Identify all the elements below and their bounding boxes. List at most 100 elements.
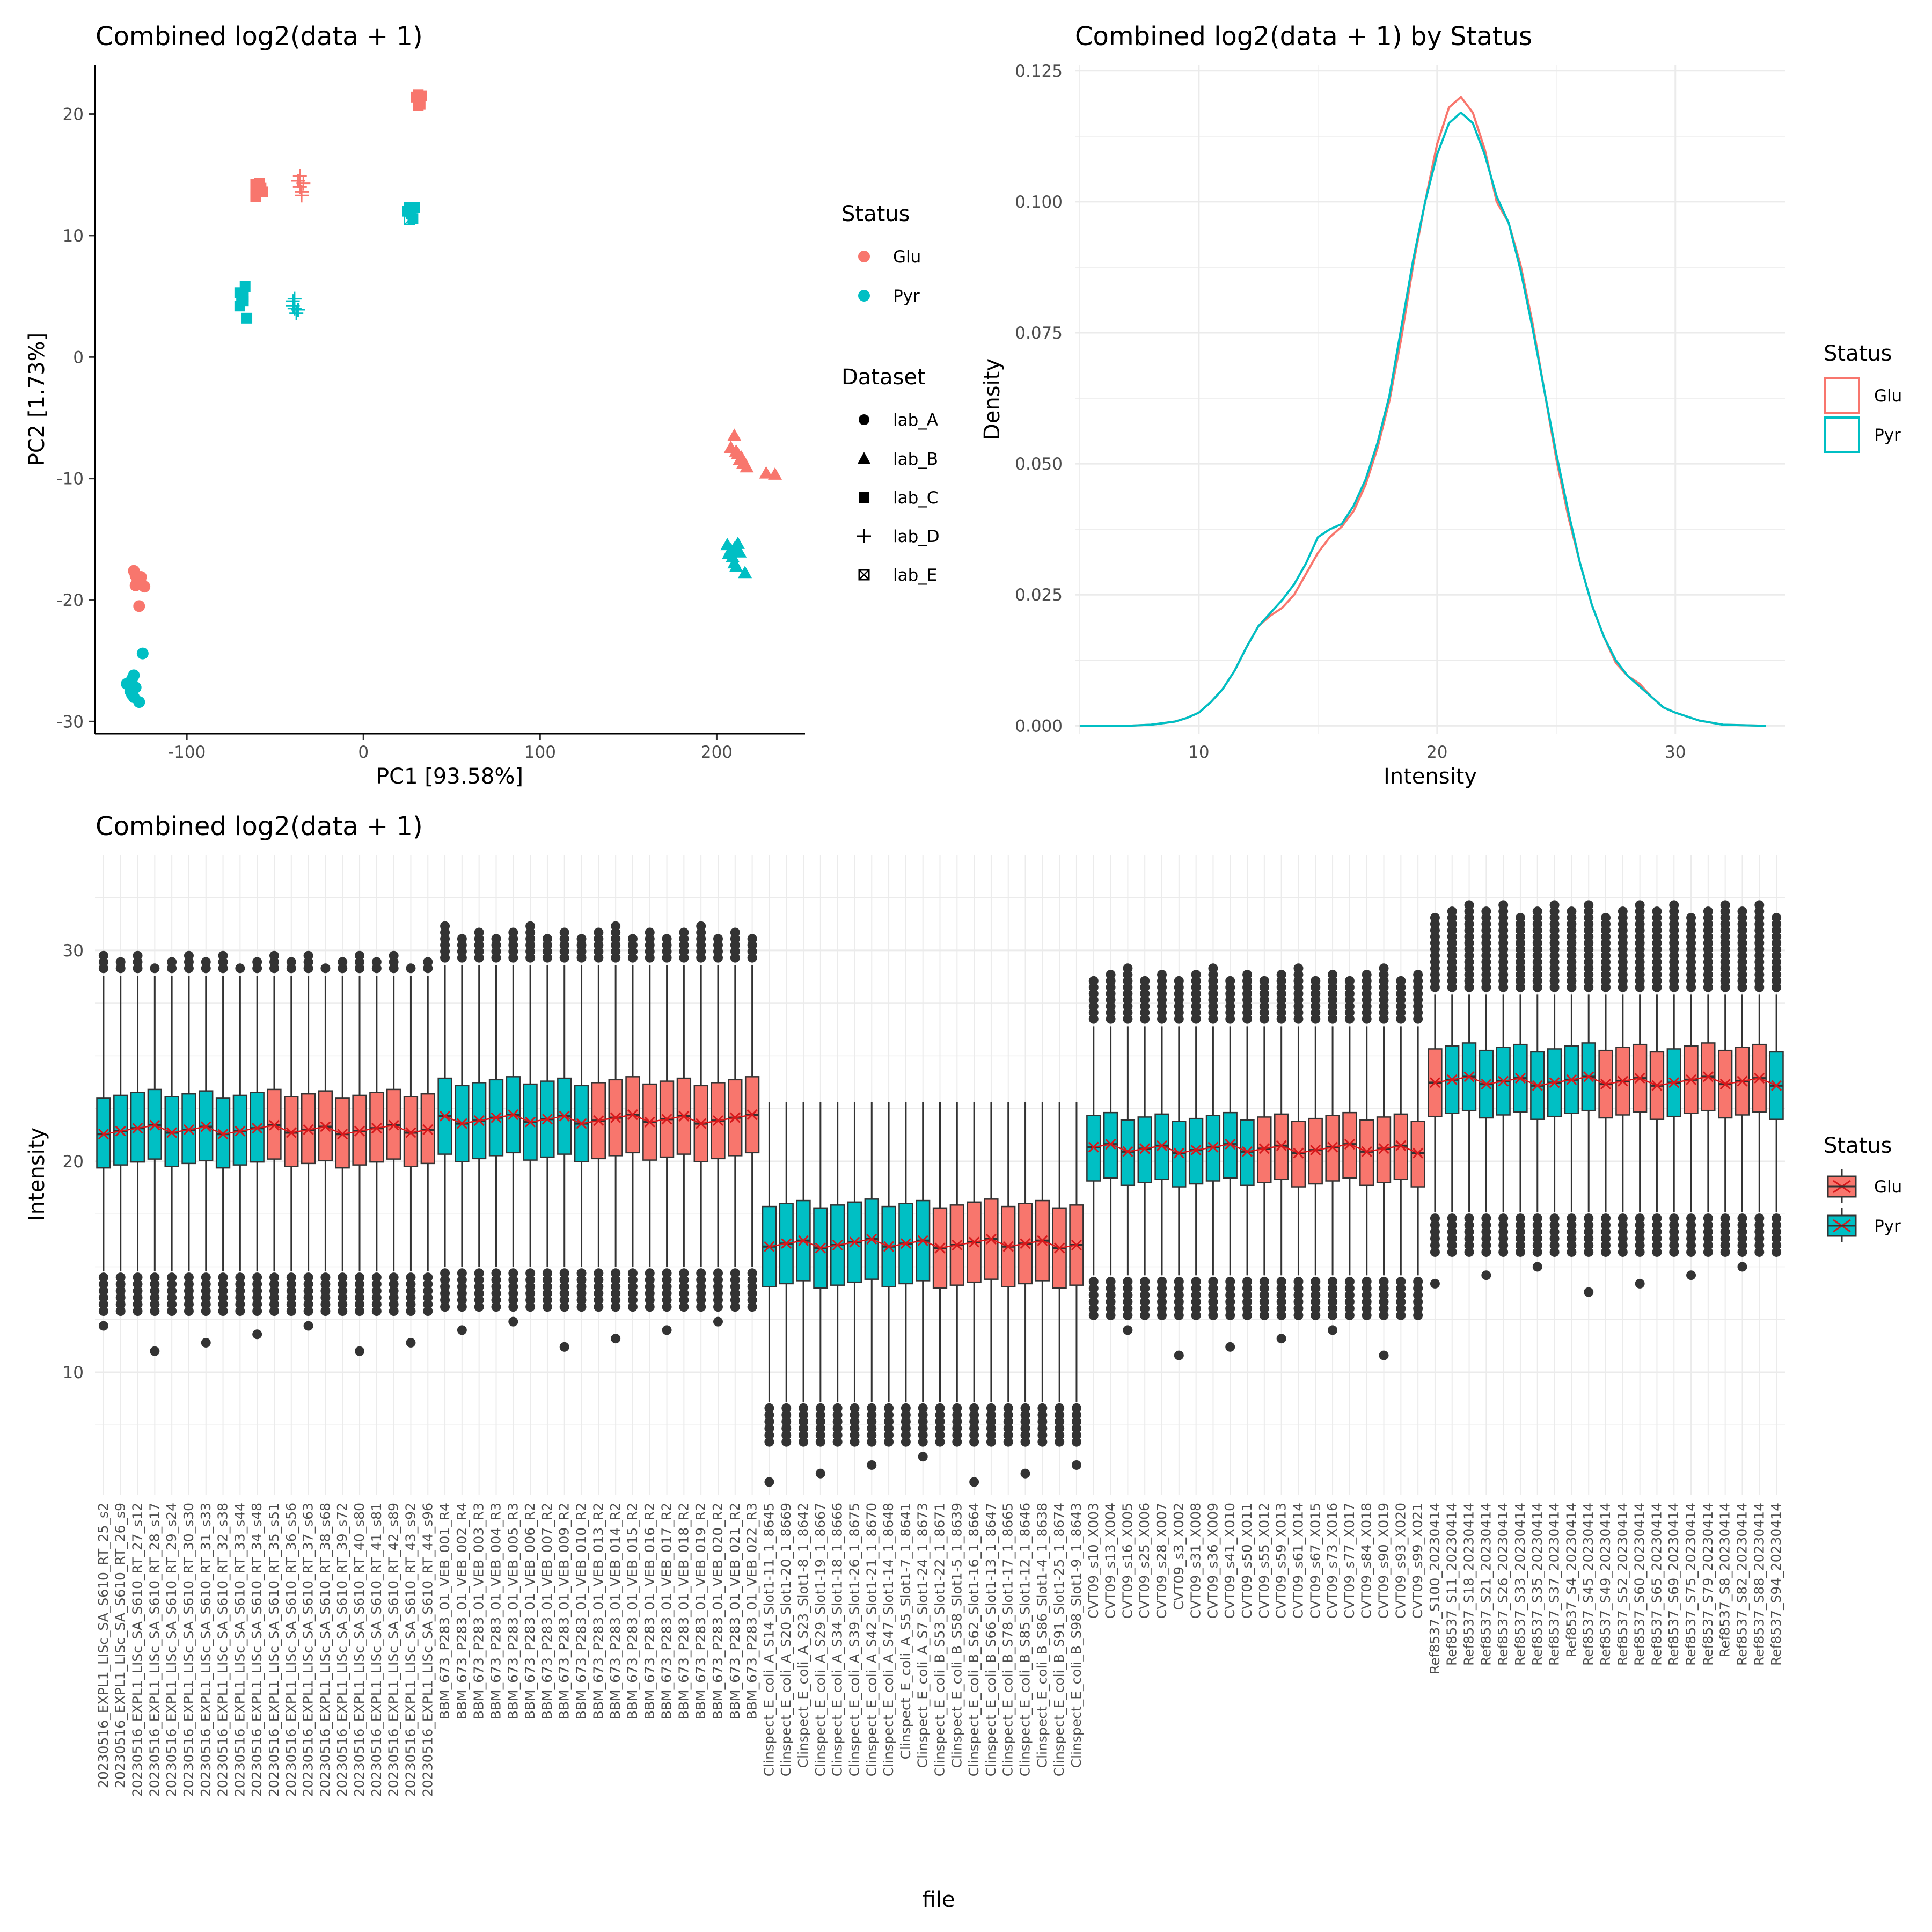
pca-x-tick-label: 100 (524, 743, 556, 762)
boxplot-outlier (457, 934, 467, 944)
boxplot-outlier (525, 1289, 536, 1299)
boxplot-outlier (935, 1430, 945, 1440)
boxplot-box-pyr (232, 963, 248, 1316)
boxplot-outlier (1106, 1297, 1116, 1307)
boxplot-outlier (1311, 1310, 1321, 1320)
boxplot-outlier (1430, 1278, 1440, 1289)
boxplot-outlier (1123, 1277, 1133, 1286)
boxplot-x-tick-label: CVT09_s55_X012 (1256, 1503, 1272, 1619)
pca-point-glu-lab-a (135, 570, 147, 583)
boxplot-box-glu (608, 921, 623, 1344)
boxplot-outlier (815, 1416, 825, 1426)
boxplot-outlier (1088, 1297, 1099, 1307)
boxplot-x-tick-label: Clinspect_E_coli_A_S47_Slot1-14_1_8648 (881, 1503, 896, 1776)
boxplot-outlier (218, 1286, 228, 1296)
boxplot-box-glu (1615, 906, 1630, 1257)
boxplot-outlier (713, 1282, 723, 1292)
boxplot-outlier (867, 1416, 877, 1426)
boxplot-outlier (1549, 1227, 1560, 1237)
boxplot-outlier (1430, 1227, 1440, 1237)
boxplot-outlier (1020, 1403, 1030, 1413)
boxplot-outlier (1686, 1240, 1696, 1250)
boxplot-outlier (252, 1329, 262, 1340)
boxplot-outlier (679, 1282, 689, 1292)
boxplot-box-glu (642, 927, 657, 1312)
boxplot-legend-pyr-swatch (1827, 1208, 1857, 1242)
pca-point-pyr-lab-a (129, 681, 142, 693)
boxplot-y-ticks: 30 20 10 (63, 941, 84, 1382)
boxplot-x-tick-label: Clinspect_E_coli_B_S91_Slot1-25_1_8674 (1051, 1503, 1067, 1776)
density-line-glu (1079, 96, 1766, 727)
boxplot-outlier (542, 934, 552, 944)
boxplot-outlier (1703, 906, 1713, 917)
boxplot-x-tick-label: 20230516_EXPL1_LISc_SA_S610_RT_31_s33 (198, 1503, 214, 1797)
boxplot-box-glu (1308, 976, 1323, 1320)
boxplot-outlier (986, 1430, 996, 1440)
boxplot-outlier (952, 1410, 962, 1420)
boxplot-outlier (1720, 1233, 1730, 1243)
boxplot-x-axis-title: file (923, 1887, 955, 1912)
boxplot-outlier (1430, 1213, 1440, 1224)
boxplot-box-pyr (455, 934, 470, 1335)
boxplot-x-tick-label: Clinspect_E_coli_A_S34_Slot1-18_1_8666 (830, 1503, 845, 1776)
boxplot-x-tick-label: 20230516_EXPL1_LISc_SA_S610_RT_33_s44 (232, 1503, 247, 1797)
boxplot-outlier (1191, 970, 1201, 980)
boxplot-outlier (1174, 1297, 1184, 1307)
boxplot-box-pyr (147, 963, 162, 1356)
boxplot-outlier (457, 1302, 467, 1312)
boxplot-box-pyr (1188, 970, 1204, 1320)
boxplot-outlier (1464, 1213, 1474, 1224)
boxplot-box-pyr (488, 934, 504, 1312)
boxplot-box-glu (1018, 1102, 1033, 1479)
pca-x-tick-label: -100 (168, 743, 206, 762)
pca-point-glu-lab-c (254, 178, 265, 189)
legend-lab-c-swatch (859, 492, 869, 503)
boxplot-outlier (969, 1410, 979, 1420)
boxplot-outlier (1515, 1227, 1525, 1237)
boxplot-outlier (1123, 963, 1133, 974)
boxplot-outlier (303, 1286, 313, 1296)
boxplot-outlier (1584, 1213, 1594, 1224)
boxplot-x-tick-label: CVT09_s59_X013 (1274, 1503, 1289, 1619)
boxplot-box-glu (984, 1102, 999, 1447)
boxplot-x-tick-label: 20230516_EXPL1_LISc_SA_S610_RT_39_s72 (334, 1503, 350, 1797)
boxplot-outlier (201, 1306, 211, 1316)
boxplot-outlier (269, 1299, 279, 1309)
boxplot-outlier (1584, 1247, 1594, 1257)
boxplot-outlier (1379, 1304, 1389, 1314)
boxplot-outlier (662, 1302, 672, 1312)
boxplot-outlier (662, 1295, 672, 1305)
boxplot-outlier (730, 927, 740, 938)
boxplot-outlier (1379, 1290, 1389, 1300)
boxplot-box-pyr (1154, 970, 1169, 1320)
pca-point-pyr-lab-b (729, 559, 743, 572)
boxplot-outlier (1362, 1283, 1372, 1293)
boxplot-outlier (133, 1299, 143, 1309)
boxplot-outlier (1532, 1240, 1542, 1250)
boxplot-outlier (1157, 970, 1167, 980)
boxplot-outlier (474, 1282, 484, 1292)
boxplot-outlier (1088, 1290, 1099, 1300)
boxplot-box-glu (1376, 963, 1392, 1360)
boxplot-outlier (1652, 1213, 1662, 1224)
boxplot-outlier (1362, 1310, 1372, 1320)
boxplot-x-tick-label: Clinspect_E_coli_A_S29_Slot1-19_1_8667 (813, 1503, 828, 1776)
boxplot-outlier (1772, 1247, 1782, 1257)
boxplot-outlier (969, 1430, 979, 1440)
boxplot-box-glu (1410, 970, 1425, 1320)
boxplot-outlier (218, 1272, 228, 1283)
boxplot-box-pyr (1479, 906, 1494, 1280)
boxplot-outlier (815, 1403, 825, 1413)
boxplot-box-pyr (847, 1102, 862, 1447)
boxplot-x-tick-label: 20230516_EXPL1_LISc_SA_S610_RT_29_s24 (164, 1503, 179, 1797)
boxplot-outlier (371, 1272, 382, 1283)
boxplot-outlier (1088, 1304, 1099, 1314)
boxplot-outlier (867, 1437, 877, 1447)
boxplot-outlier (969, 1423, 979, 1433)
boxplot-outlier (1515, 1233, 1525, 1243)
boxplot-outlier (1071, 1416, 1081, 1426)
boxplot-outlier (1106, 1283, 1116, 1293)
pca-point-pyr-lab-d (289, 306, 304, 320)
boxplot-x-tick-label: BBM_673_P283_01_VEB_019_R2 (693, 1503, 708, 1719)
